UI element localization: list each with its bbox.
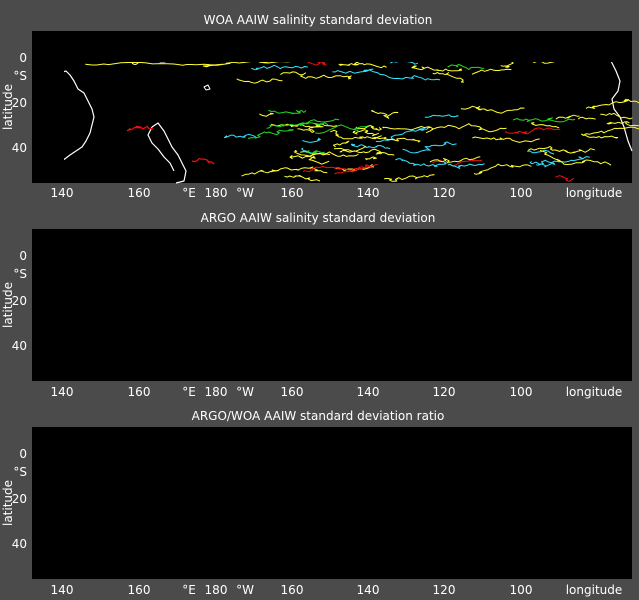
panel-title: ARGO/WOA AAIW standard deviation ratio xyxy=(192,409,445,423)
panel-title: WOA AAIW salinity standard deviation xyxy=(204,13,433,27)
x-tick-label: 140 xyxy=(357,385,380,399)
y-tick-label: 40 xyxy=(12,537,27,551)
x-tick-label: 140 xyxy=(357,186,380,200)
panel-ratio: ARGO/WOA AAIW standard deviation ratio l… xyxy=(1,409,632,597)
x-tick-label: 120 xyxy=(433,186,456,200)
x-tick-label: 180 xyxy=(205,186,228,200)
y-tick-label: 40 xyxy=(12,141,27,155)
y-tick-label: 0 xyxy=(19,447,27,461)
x-axis-label: longitude xyxy=(566,186,623,200)
y-tick-label: 0 xyxy=(19,249,27,263)
x-tick-label: 100 xyxy=(510,385,533,399)
hemisphere-label: °S xyxy=(13,267,27,281)
map-axes xyxy=(32,229,632,381)
x-tick-label: 160 xyxy=(128,583,151,597)
map-axes xyxy=(32,427,632,579)
x-tick-label: 180 xyxy=(205,583,228,597)
x-tick-label: 160 xyxy=(281,186,304,200)
map-axes xyxy=(32,31,632,183)
y-tick-label: 20 xyxy=(12,96,27,110)
x-hemi-east: °E xyxy=(182,385,196,399)
panel-title: ARGO AAIW salinity standard deviation xyxy=(201,211,436,225)
coastline xyxy=(64,62,633,184)
y-axis-label: latitude xyxy=(1,84,15,130)
x-tick-label: 100 xyxy=(510,186,533,200)
hemisphere-label: °S xyxy=(13,465,27,479)
x-hemi-west: °W xyxy=(236,385,254,399)
x-tick-label: 140 xyxy=(51,385,74,399)
panel-woa: WOA AAIW salinity standard deviation lat… xyxy=(1,13,639,200)
x-tick-label: 160 xyxy=(128,186,151,200)
y-axis-label: latitude xyxy=(1,480,15,526)
x-tick-label: 120 xyxy=(433,583,456,597)
y-axis-label: latitude xyxy=(1,282,15,328)
y-tick-label: 20 xyxy=(12,492,27,506)
x-tick-label: 160 xyxy=(281,583,304,597)
y-tick-label: 40 xyxy=(12,339,27,353)
x-hemi-east: °E xyxy=(182,583,196,597)
x-tick-label: 120 xyxy=(433,385,456,399)
x-tick-label: 140 xyxy=(51,583,74,597)
panel-argo: ARGO AAIW salinity standard deviation la… xyxy=(1,211,632,399)
x-tick-label: 160 xyxy=(128,385,151,399)
x-hemi-west: °W xyxy=(236,583,254,597)
y-tick-label: 20 xyxy=(12,294,27,308)
x-hemi-east: °E xyxy=(182,186,196,200)
x-hemi-west: °W xyxy=(236,186,254,200)
x-tick-label: 160 xyxy=(281,385,304,399)
x-tick-label: 180 xyxy=(205,385,228,399)
x-tick-label: 140 xyxy=(51,186,74,200)
x-axis-label: longitude xyxy=(566,385,623,399)
hemisphere-label: °S xyxy=(13,69,27,83)
x-tick-label: 140 xyxy=(357,583,380,597)
x-axis-label: longitude xyxy=(566,583,623,597)
contours xyxy=(85,62,639,182)
y-tick-label: 0 xyxy=(19,51,27,65)
x-tick-label: 100 xyxy=(510,583,533,597)
